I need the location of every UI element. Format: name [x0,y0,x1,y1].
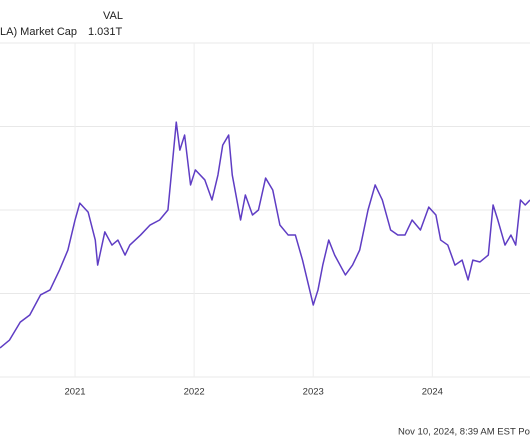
x-tick-label: 2023 [303,387,324,398]
price-line [0,121,530,349]
legend-label: LA) Market Cap [0,26,77,38]
x-tick-label: 2022 [184,387,205,398]
x-tick-label: 2021 [64,387,85,398]
x-tick-label: 2024 [422,387,443,398]
value-header: VAL [103,10,123,22]
footer: Nov 10, 2024, 8:39 AM EST Powered by [398,427,530,438]
current-value: 1.031T [88,26,123,38]
